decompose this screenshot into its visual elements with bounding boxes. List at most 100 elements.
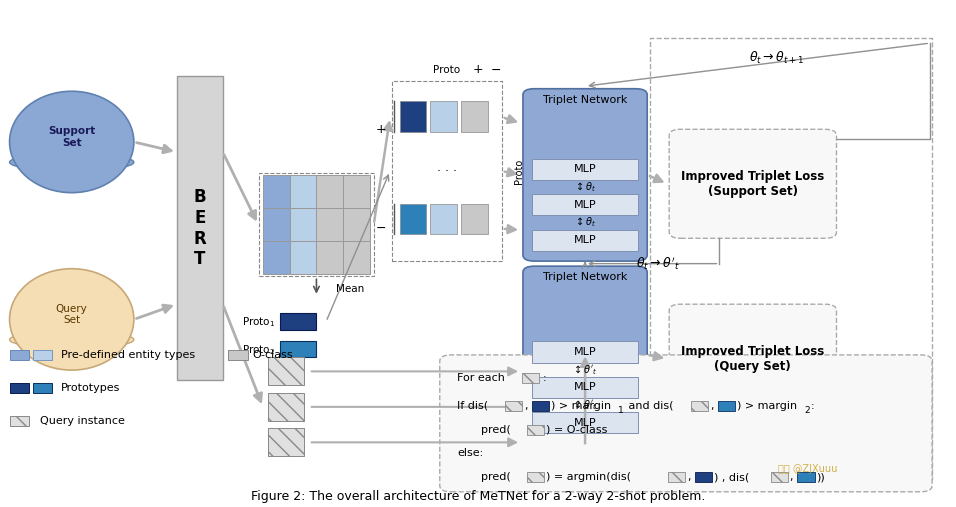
Text: pred(: pred(: [481, 472, 511, 482]
Bar: [290, 208, 316, 241]
Bar: [527, 472, 544, 482]
Text: 2: 2: [804, 406, 810, 415]
Text: ) > margin: ) > margin: [551, 401, 611, 411]
Bar: [532, 194, 638, 215]
Bar: [263, 241, 290, 274]
Text: ) , dis(: ) , dis(: [714, 472, 750, 482]
Bar: [532, 341, 638, 363]
Bar: [268, 393, 304, 421]
Bar: [290, 175, 316, 208]
Bar: [263, 175, 290, 208]
Bar: [400, 204, 426, 234]
FancyBboxPatch shape: [440, 355, 932, 492]
Text: Query
Set: Query Set: [55, 304, 88, 325]
FancyBboxPatch shape: [523, 89, 647, 261]
Bar: [33, 383, 52, 393]
Bar: [177, 76, 223, 380]
Text: Proto: Proto: [514, 159, 524, 184]
Text: ) = O-class: ) = O-class: [546, 425, 607, 435]
Text: $\theta_t \rightarrow \theta'_t$: $\theta_t \rightarrow \theta'_t$: [636, 256, 681, 272]
Text: $\updownarrow\theta'_t$: $\updownarrow\theta'_t$: [572, 363, 598, 377]
Bar: [343, 208, 370, 241]
Bar: [343, 175, 370, 208]
Bar: [532, 377, 638, 398]
Text: MLP: MLP: [574, 347, 597, 357]
Text: For each: For each: [457, 373, 505, 383]
Bar: [280, 313, 316, 330]
Bar: [263, 208, 290, 241]
Text: $\updownarrow\theta_t$: $\updownarrow\theta_t$: [574, 180, 597, 194]
Text: If dis(: If dis(: [457, 401, 489, 411]
Text: · · ·: · · ·: [437, 165, 457, 177]
Text: Proto: Proto: [433, 65, 461, 75]
Text: Figure 2: The overall architecture of MeTNet for a 2-way 2-shot problem.: Figure 2: The overall architecture of Me…: [250, 490, 706, 503]
Text: $\theta_t \rightarrow \theta_{t+1}$: $\theta_t \rightarrow \theta_{t+1}$: [750, 50, 805, 66]
Text: MLP: MLP: [574, 418, 597, 428]
Text: ) = argmin(dis(: ) = argmin(dis(: [546, 472, 631, 482]
Text: Proto$_2$: Proto$_2$: [242, 343, 275, 356]
Bar: [461, 101, 488, 131]
Text: +: +: [472, 63, 483, 77]
Bar: [228, 350, 248, 360]
Ellipse shape: [10, 91, 134, 193]
Bar: [430, 204, 457, 234]
Bar: [400, 101, 426, 131]
Text: ) > margin: ) > margin: [737, 401, 797, 411]
Text: ,: ,: [790, 472, 793, 482]
Bar: [10, 350, 29, 360]
Text: Mean: Mean: [336, 284, 364, 294]
Text: )): )): [816, 472, 825, 482]
Bar: [461, 204, 488, 234]
Bar: [33, 350, 52, 360]
Text: B
E
R
T: B E R T: [193, 188, 206, 268]
Bar: [392, 81, 502, 261]
Text: $\updownarrow\theta'_t$: $\updownarrow\theta'_t$: [572, 398, 598, 412]
Text: Support
Set: Support Set: [48, 126, 96, 148]
Bar: [532, 412, 638, 433]
Bar: [532, 401, 549, 411]
Text: −: −: [491, 63, 502, 77]
Bar: [771, 472, 788, 482]
Bar: [10, 383, 29, 393]
Bar: [718, 401, 735, 411]
Bar: [280, 341, 316, 357]
Text: Improved Triplet Loss
(Query Set): Improved Triplet Loss (Query Set): [682, 345, 824, 373]
Bar: [259, 173, 374, 276]
Bar: [430, 101, 457, 131]
Text: MLP: MLP: [574, 164, 597, 174]
Bar: [532, 159, 638, 180]
Bar: [505, 401, 522, 411]
Bar: [268, 428, 304, 456]
Bar: [316, 241, 343, 274]
Bar: [10, 416, 29, 426]
Text: :: :: [543, 373, 547, 383]
Text: Triplet Network: Triplet Network: [543, 95, 627, 105]
Bar: [527, 425, 544, 435]
Text: $\updownarrow\theta_t$: $\updownarrow\theta_t$: [574, 215, 597, 230]
Ellipse shape: [10, 153, 134, 171]
Bar: [316, 208, 343, 241]
Ellipse shape: [10, 269, 134, 370]
Text: ,: ,: [687, 472, 691, 482]
Text: 知乎 @ZJXuuu: 知乎 @ZJXuuu: [778, 464, 837, 474]
Text: MLP: MLP: [574, 382, 597, 392]
Bar: [290, 241, 316, 274]
Bar: [532, 230, 638, 251]
Bar: [268, 357, 304, 385]
Bar: [691, 401, 708, 411]
FancyBboxPatch shape: [669, 304, 836, 413]
Text: ,: ,: [710, 401, 714, 411]
Text: MLP: MLP: [574, 235, 597, 245]
Text: Pre-defined entity types: Pre-defined entity types: [61, 350, 195, 360]
Text: Improved Triplet Loss
(Support Set): Improved Triplet Loss (Support Set): [682, 170, 824, 198]
Bar: [343, 241, 370, 274]
Text: :: :: [811, 401, 815, 411]
Text: Query instance: Query instance: [40, 416, 125, 426]
Ellipse shape: [10, 331, 134, 349]
Text: Proto$_1$: Proto$_1$: [242, 315, 275, 329]
Text: Prototypes: Prototypes: [61, 383, 120, 393]
Bar: [797, 472, 815, 482]
FancyBboxPatch shape: [523, 266, 647, 444]
Text: 1: 1: [618, 406, 623, 415]
Text: pred(: pred(: [481, 425, 511, 435]
